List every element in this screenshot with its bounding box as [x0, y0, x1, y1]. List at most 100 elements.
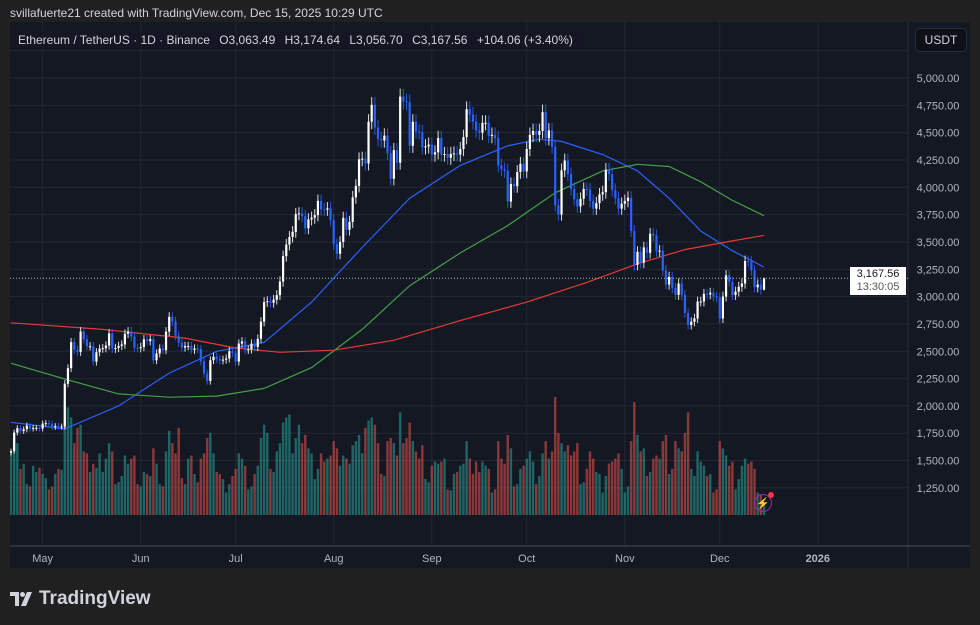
volume-bar: [443, 458, 446, 515]
volume-bar: [658, 458, 661, 515]
volume-bar: [626, 486, 630, 515]
candle-body: [677, 283, 680, 295]
candle-body: [668, 276, 671, 285]
volume-bar: [629, 441, 633, 515]
volume-bar: [560, 443, 563, 515]
volume-bar: [528, 451, 532, 515]
candle-body: [202, 361, 206, 374]
candle-body: [402, 96, 405, 102]
volume-bar: [85, 453, 89, 515]
volume-bar: [572, 451, 576, 515]
candle-body: [512, 184, 516, 187]
candle-body: [395, 150, 399, 163]
candle-body: [351, 197, 354, 222]
volume-bar: [133, 455, 136, 515]
candle-body: [671, 276, 674, 288]
volume-bar: [95, 467, 98, 515]
candle-body: [70, 342, 73, 369]
candle-body: [661, 250, 664, 271]
candle-body: [22, 429, 25, 432]
candle-body: [430, 144, 433, 155]
volume-bar: [503, 463, 506, 515]
candlestick-chart[interactable]: 5,000.00 4,750.00 4,500.00 4,250.00 4,000.00…: [10, 22, 970, 568]
candle-body: [686, 312, 690, 326]
price-tick-label: 1,750.00: [917, 428, 960, 440]
candle-body: [32, 427, 35, 429]
volume-bar: [478, 471, 481, 515]
tradingview-logo[interactable]: TradingView: [10, 588, 151, 610]
volume-bar: [120, 476, 123, 515]
brand-name: TradingView: [39, 588, 151, 609]
candle-body: [193, 348, 196, 350]
lightning-icon[interactable]: ⚡: [754, 492, 774, 512]
tradingview-logo-icon: [10, 592, 32, 606]
volume-bar: [54, 473, 57, 515]
currency-button[interactable]: USDT: [915, 28, 967, 52]
symbol-name[interactable]: Ethereum / TetherUS · 1D · Binance: [18, 33, 210, 47]
volume-bar: [259, 438, 263, 515]
candle-body: [563, 160, 566, 171]
volume-bar: [614, 458, 617, 515]
candle-body: [370, 104, 373, 122]
candle-body: [345, 217, 348, 230]
volume-bar: [10, 453, 13, 515]
candle-body: [326, 208, 329, 210]
candle-body: [25, 425, 28, 430]
candle-body: [231, 351, 234, 353]
candle-body: [158, 348, 161, 354]
candle-body: [294, 214, 297, 232]
chart-panel[interactable]: 5,000.00 4,750.00 4,500.00 4,250.00 4,000.00…: [10, 22, 970, 568]
volume-bar: [323, 461, 326, 515]
volume-bar: [183, 484, 187, 515]
candle-body: [190, 346, 193, 350]
candle-body: [547, 130, 550, 139]
volume-bar: [288, 414, 291, 515]
volume-bar: [696, 451, 699, 515]
volume-bar: [474, 461, 478, 515]
volume-bar: [664, 434, 668, 515]
candle-body: [357, 159, 361, 186]
moving-average-line: [10, 163, 765, 398]
volume-bar: [63, 402, 66, 515]
candle-body: [13, 432, 16, 452]
ohlc-open: O3,063.49: [219, 33, 276, 47]
volume-bar: [130, 458, 133, 515]
candle-body: [244, 341, 247, 350]
volume-bar: [617, 453, 620, 515]
volume-bar: [671, 468, 674, 515]
candle-body: [598, 194, 601, 204]
ohlc-high: H3,174.64: [284, 33, 340, 47]
volume-bar: [433, 461, 437, 515]
candle-body: [674, 287, 677, 295]
candle-body: [475, 121, 478, 131]
candle-body: [478, 130, 481, 133]
candle-body: [522, 163, 525, 172]
volume-bar: [569, 455, 573, 515]
volume-bar: [591, 458, 595, 515]
volume-bar: [449, 490, 452, 515]
volume-bar: [354, 441, 358, 515]
volume-bar: [633, 402, 636, 515]
time-tick-label: 2026: [806, 553, 830, 565]
candle-body: [79, 331, 82, 352]
candle-body: [405, 101, 408, 103]
volume-bar: [50, 486, 54, 515]
candle-body: [218, 359, 221, 361]
candle-body: [263, 302, 266, 322]
candle-body: [576, 199, 579, 207]
candle-body: [481, 122, 484, 133]
candle-body: [300, 213, 304, 217]
candle-body: [145, 339, 149, 342]
candle-body: [199, 349, 202, 362]
candle-body: [620, 203, 623, 209]
candle-body: [256, 338, 259, 347]
volume-bar: [240, 458, 244, 515]
candle-body: [364, 158, 367, 164]
volume-bar: [516, 484, 519, 515]
ohlc-close: C3,167.56: [412, 33, 468, 47]
volume-bar: [750, 461, 753, 515]
volume-bar: [512, 486, 516, 515]
candle-body: [307, 219, 310, 229]
volume-bar: [262, 424, 266, 515]
candle-body: [275, 295, 278, 300]
